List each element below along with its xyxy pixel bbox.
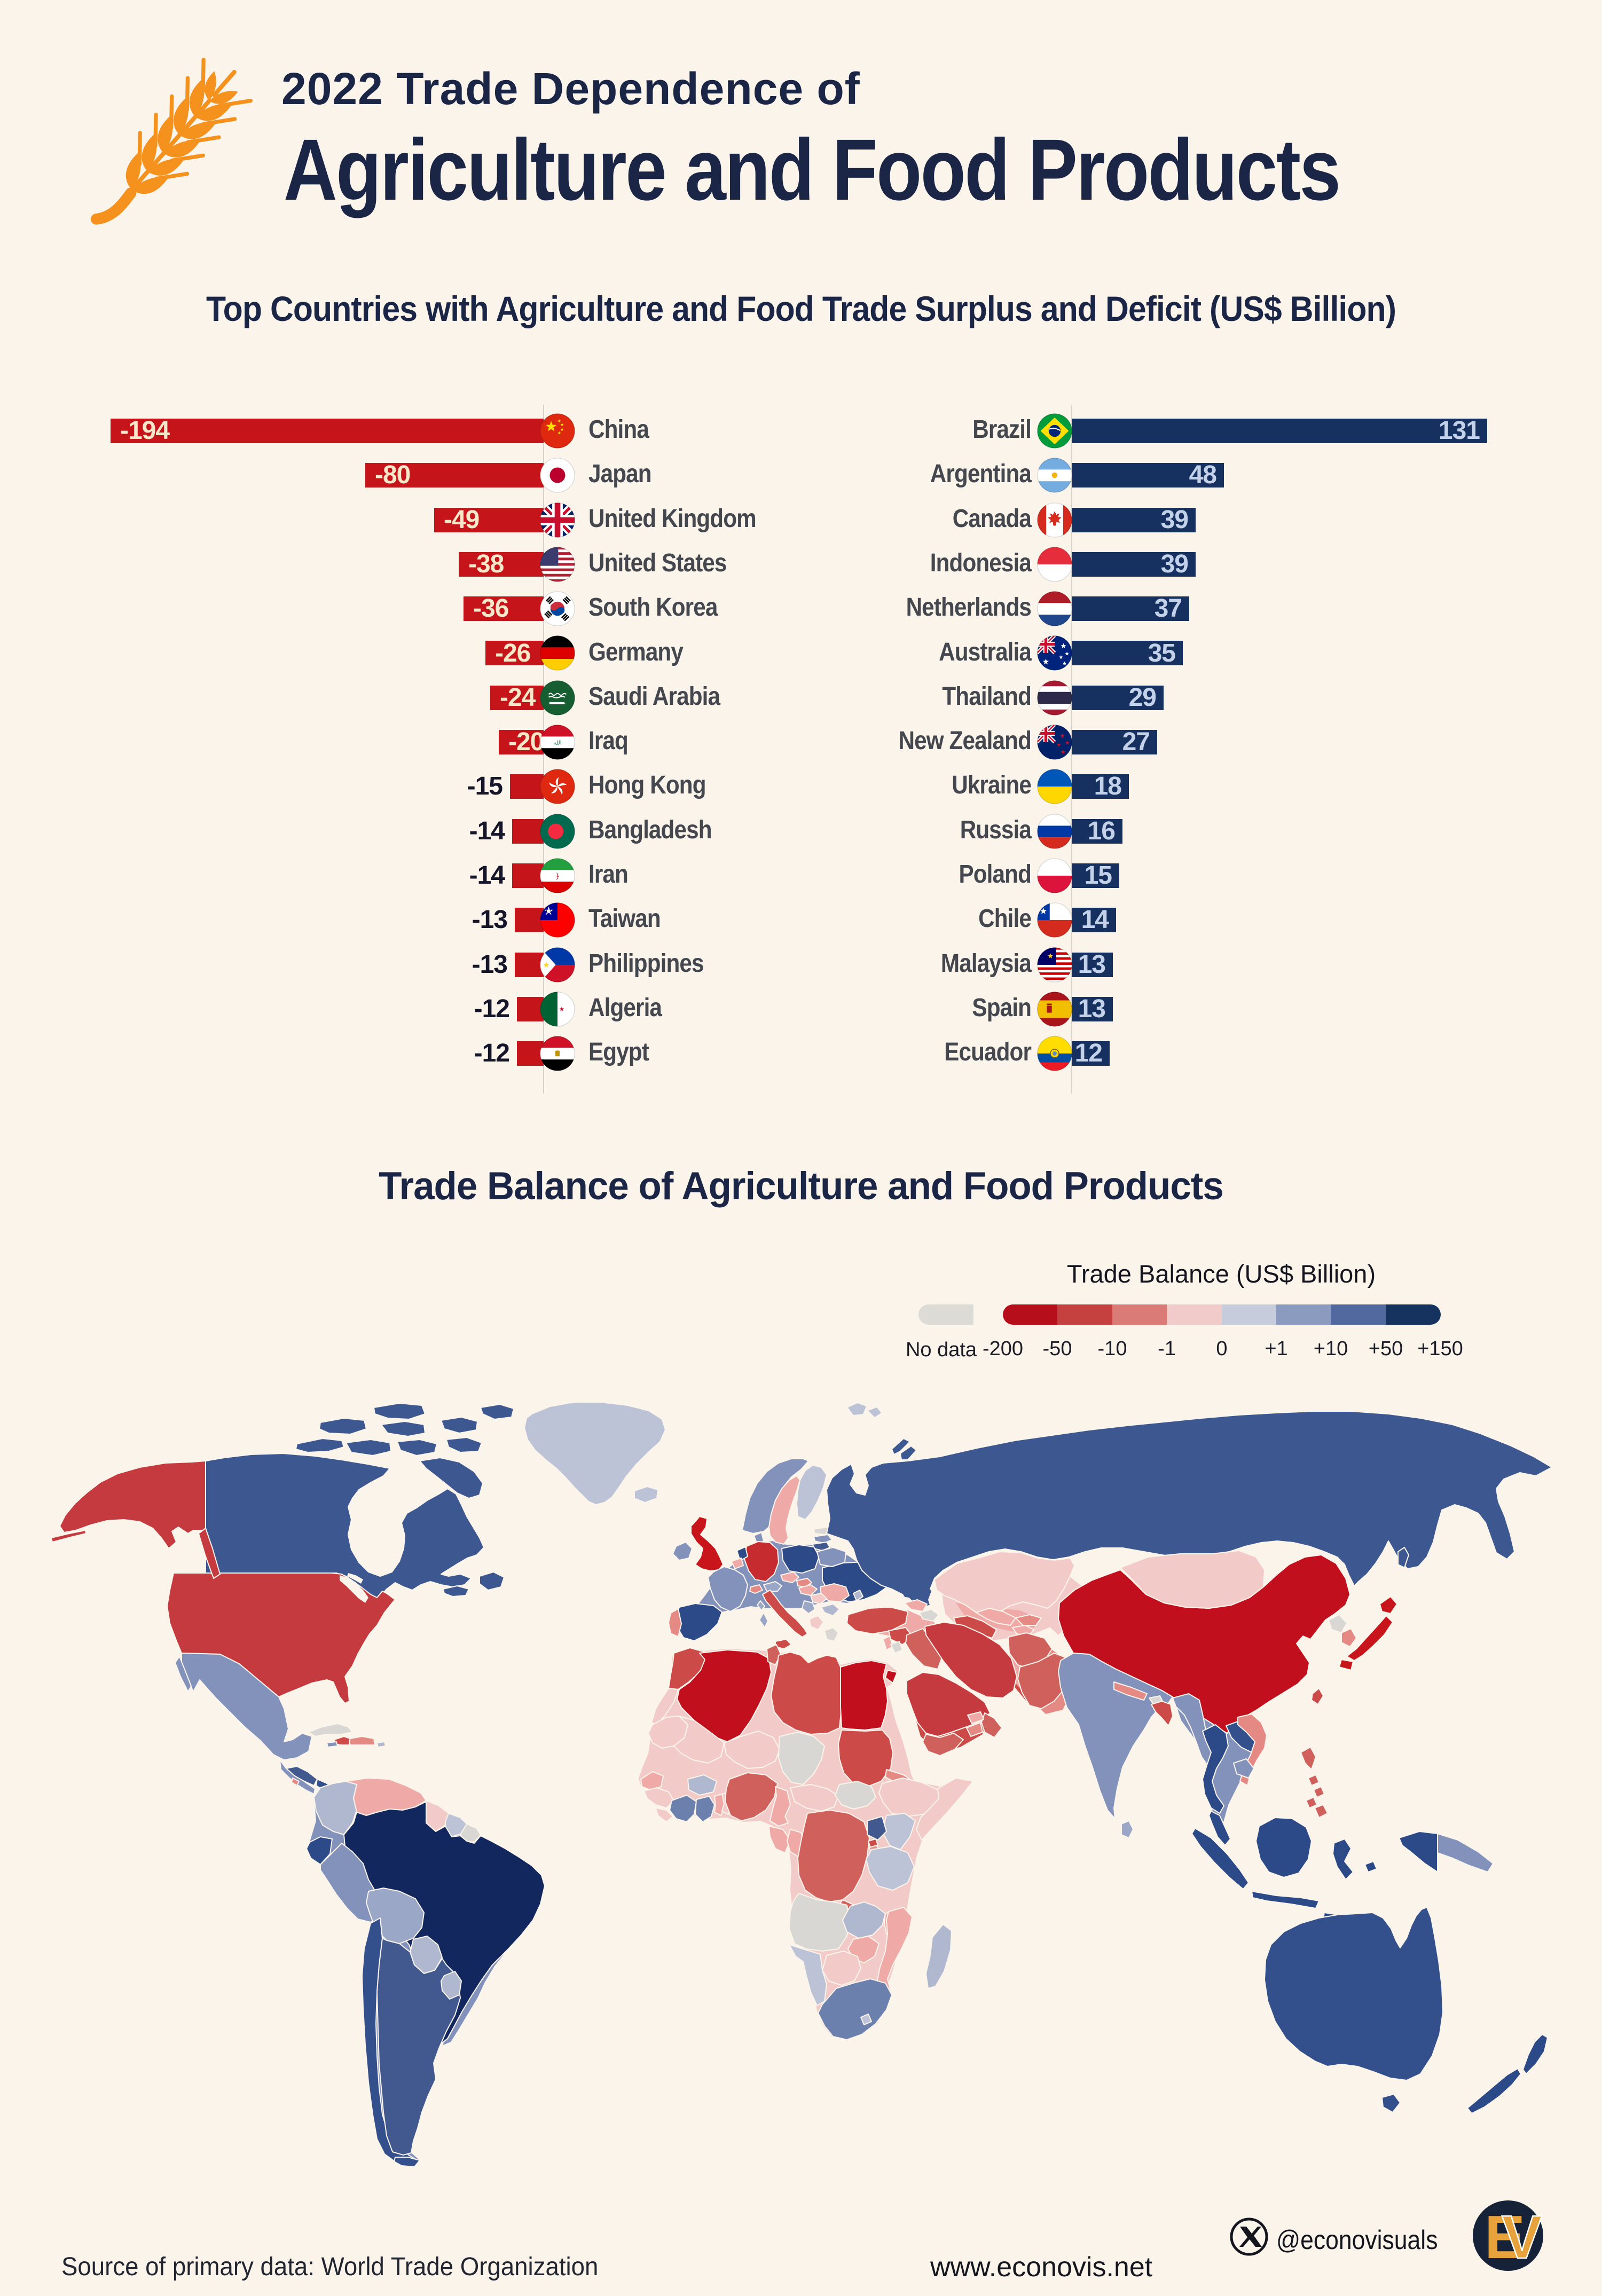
svg-text:﴿: ﴿: [555, 872, 560, 881]
svg-text:الله: الله: [553, 740, 561, 746]
svg-text:E: E: [1485, 2204, 1523, 2271]
svg-text:V: V: [1502, 2204, 1542, 2271]
